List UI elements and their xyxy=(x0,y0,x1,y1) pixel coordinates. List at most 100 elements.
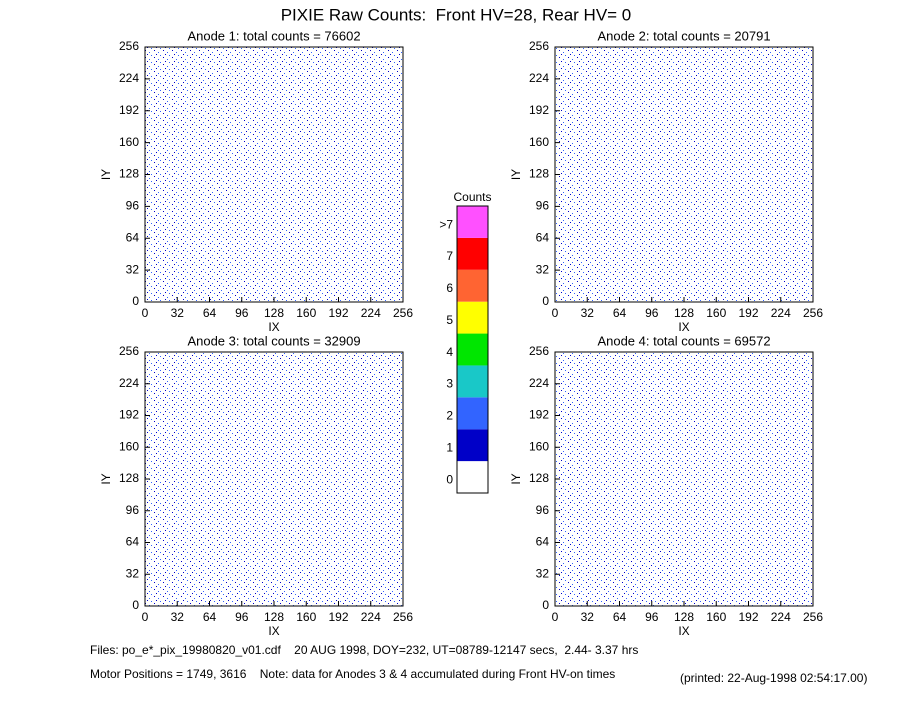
x-tick-label: 0 xyxy=(142,610,149,624)
y-tick-label: 32 xyxy=(536,262,550,276)
x-tick-label: 192 xyxy=(328,306,348,320)
plot-area xyxy=(144,351,404,607)
y-tick-label: 96 xyxy=(536,503,550,517)
y-tick-label: 128 xyxy=(529,471,549,485)
y-tick-label: 256 xyxy=(529,344,549,358)
y-tick-label: 224 xyxy=(119,71,139,85)
y-tick-label: 256 xyxy=(529,39,549,53)
panel-title: Anode 3: total counts = 32909 xyxy=(187,333,360,348)
panel-title: Anode 1: total counts = 76602 xyxy=(187,28,360,43)
panel-title: Anode 4: total counts = 69572 xyxy=(597,333,770,348)
x-tick-label: 32 xyxy=(581,306,595,320)
y-axis-label: IY xyxy=(509,169,523,180)
x-tick-label: 32 xyxy=(581,610,595,624)
y-tick-label: 192 xyxy=(529,408,549,422)
footer-motor: Motor Positions = 1749, 3616 Note: data … xyxy=(90,667,615,681)
plot-area xyxy=(144,46,404,303)
x-tick-label: 128 xyxy=(674,610,694,624)
x-tick-label: 160 xyxy=(296,610,316,624)
y-tick-label: 96 xyxy=(536,199,550,213)
colorbar-swatch xyxy=(457,365,488,398)
y-tick-label: 224 xyxy=(529,71,549,85)
x-tick-label: 224 xyxy=(361,610,381,624)
x-tick-label: 160 xyxy=(296,306,316,320)
y-tick-label: 256 xyxy=(119,344,139,358)
colorbar-swatch xyxy=(457,461,488,493)
colorbar-swatch xyxy=(457,429,488,462)
x-tick-label: 160 xyxy=(706,306,726,320)
x-tick-label: 192 xyxy=(738,306,758,320)
y-axis-label: IY xyxy=(99,473,113,484)
y-tick-label: 0 xyxy=(542,598,549,612)
y-tick-label: 160 xyxy=(119,439,139,453)
y-tick-label: 224 xyxy=(119,376,139,390)
colorbar-swatch xyxy=(457,206,488,238)
y-tick-label: 0 xyxy=(132,294,139,308)
plot-area xyxy=(554,351,814,607)
x-axis-label: IX xyxy=(678,624,689,638)
y-tick-label: 256 xyxy=(119,39,139,53)
colorbar-frame xyxy=(456,205,489,494)
x-tick-label: 96 xyxy=(235,610,249,624)
x-tick-label: 64 xyxy=(203,306,217,320)
colorbar-swatch xyxy=(457,269,488,302)
y-tick-label: 64 xyxy=(126,535,140,549)
x-tick-label: 224 xyxy=(771,306,791,320)
x-tick-label: 128 xyxy=(674,306,694,320)
y-tick-label: 160 xyxy=(529,135,549,149)
y-tick-label: 192 xyxy=(119,103,139,117)
x-tick-label: 160 xyxy=(706,610,726,624)
plot-area xyxy=(554,46,814,303)
colorbar-label: 1 xyxy=(446,441,453,455)
y-tick-label: 32 xyxy=(126,262,140,276)
y-tick-label: 96 xyxy=(126,503,140,517)
x-tick-label: 0 xyxy=(552,306,559,320)
x-tick-label: 64 xyxy=(203,610,217,624)
colorbar-label: 4 xyxy=(446,345,453,359)
y-tick-label: 0 xyxy=(132,598,139,612)
colorbar-label: 0 xyxy=(446,472,453,486)
y-tick-label: 128 xyxy=(119,471,139,485)
y-tick-label: 192 xyxy=(529,103,549,117)
y-tick-label: 128 xyxy=(529,167,549,181)
x-tick-label: 0 xyxy=(552,610,559,624)
x-tick-label: 192 xyxy=(328,610,348,624)
colorbar-title: Counts xyxy=(453,190,491,204)
colorbar-swatch xyxy=(457,237,488,270)
colorbar-label: 6 xyxy=(446,281,453,295)
x-tick-label: 32 xyxy=(171,610,185,624)
x-axis-label: IX xyxy=(268,320,279,334)
colorbar-swatch xyxy=(457,397,488,430)
x-tick-label: 224 xyxy=(361,306,381,320)
x-tick-label: 96 xyxy=(645,610,659,624)
colorbar-label: 7 xyxy=(446,249,453,263)
footer-files: Files: po_e*_pix_19980820_v01.cdf 20 AUG… xyxy=(90,643,638,657)
x-tick-label: 64 xyxy=(613,610,627,624)
y-axis-label: IY xyxy=(509,473,523,484)
panel-title: Anode 2: total counts = 20791 xyxy=(597,28,770,43)
y-tick-label: 128 xyxy=(119,167,139,181)
y-tick-label: 96 xyxy=(126,199,140,213)
colorbar-label: 5 xyxy=(446,313,453,327)
x-tick-label: 128 xyxy=(264,610,284,624)
colorbar-swatch xyxy=(457,301,488,334)
y-axis-label: IY xyxy=(99,169,113,180)
y-tick-label: 32 xyxy=(536,566,550,580)
x-tick-label: 96 xyxy=(645,306,659,320)
colorbar-swatch xyxy=(457,333,488,366)
y-tick-label: 64 xyxy=(536,230,550,244)
x-tick-label: 256 xyxy=(803,610,823,624)
y-tick-label: 64 xyxy=(126,230,140,244)
x-tick-label: 256 xyxy=(393,610,413,624)
footer-printed: (printed: 22-Aug-1998 02:54:17.00) xyxy=(680,671,867,685)
x-tick-label: 32 xyxy=(171,306,185,320)
colorbar-label: 2 xyxy=(446,409,453,423)
x-tick-label: 96 xyxy=(235,306,249,320)
x-tick-label: 128 xyxy=(264,306,284,320)
x-tick-label: 0 xyxy=(142,306,149,320)
colorbar-label: 3 xyxy=(446,377,453,391)
x-tick-label: 224 xyxy=(771,610,791,624)
y-tick-label: 64 xyxy=(536,535,550,549)
y-tick-label: 32 xyxy=(126,566,140,580)
